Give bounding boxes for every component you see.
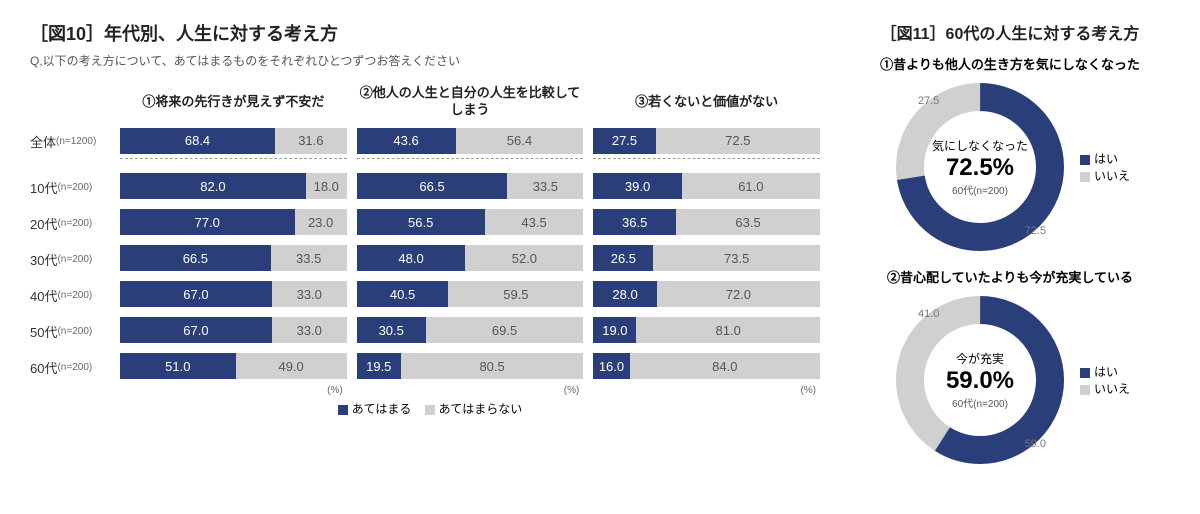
bar-segment-no: 43.5	[485, 209, 584, 235]
bar-row: 66.533.5	[357, 169, 584, 203]
bar-row: 56.543.5	[357, 205, 584, 239]
bar-segment-yes: 66.5	[120, 245, 271, 271]
column-header: ②他人の人生と自分の人生を比較してしまう	[357, 81, 584, 123]
bar-row: 67.033.0	[120, 313, 347, 347]
bar-segment-no: 49.0	[236, 353, 347, 379]
bar-row: 66.533.5	[120, 241, 347, 275]
bar-row: 68.431.6	[120, 123, 347, 159]
bar-segment-yes: 82.0	[120, 173, 306, 199]
bar-segment-no: 33.0	[272, 317, 347, 343]
bar-segment-yes: 48.0	[357, 245, 466, 271]
row-label: 30代(n=200)	[30, 241, 120, 277]
bar-row: 16.084.0	[593, 349, 820, 383]
bar-row: 40.559.5	[357, 277, 584, 311]
fig10-subtitle: Q,以下の考え方について、あてはまるものをそれぞれひとつずつお答えください	[30, 52, 820, 69]
fig10-title: ［図10］年代別、人生に対する考え方	[30, 20, 820, 46]
bar-segment-no: 80.5	[401, 353, 583, 379]
row-label: 20代(n=200)	[30, 205, 120, 241]
legend-swatch-yes	[338, 405, 348, 415]
bar-segment-no: 72.5	[656, 128, 820, 154]
bar-row: 48.052.0	[357, 241, 584, 275]
bar-row: 28.072.0	[593, 277, 820, 311]
bar-segment-no: 59.5	[448, 281, 583, 307]
chart-column: ③若くないと価値がない27.572.539.061.036.563.526.57…	[593, 81, 820, 396]
fig11-panel: ［図11］60代の人生に対する考え方 ①昔よりも他人の生き方を気にしなくなった …	[840, 20, 1180, 480]
legend-yes-label: あてはまる	[352, 402, 412, 416]
bar-segment-yes: 19.5	[357, 353, 401, 379]
bar-row: 19.081.0	[593, 313, 820, 347]
row-label: 10代(n=200)	[30, 169, 120, 205]
bar-segment-yes: 66.5	[357, 173, 508, 199]
donut-chart: 今が充実59.0%60代(n=200)41.059.0	[890, 290, 1070, 470]
donut-legend: はい いいえ	[1080, 150, 1130, 184]
bar-row: 43.656.4	[357, 123, 584, 159]
bar-segment-no: 61.0	[682, 173, 820, 199]
fig10-legend: あてはまる あてはまらない	[30, 400, 820, 417]
bar-row: 26.573.5	[593, 241, 820, 275]
bar-segment-yes: 36.5	[593, 209, 676, 235]
column-header: ①将来の先行きが見えず不安だ	[120, 81, 347, 123]
bar-segment-no: 84.0	[630, 353, 820, 379]
bar-segment-yes: 56.5	[357, 209, 485, 235]
bar-row: 82.018.0	[120, 169, 347, 203]
row-label: 全体(n=1200)	[30, 123, 120, 159]
legend-swatch-no	[425, 405, 435, 415]
bar-segment-no: 31.6	[275, 128, 347, 154]
bar-segment-no: 73.5	[653, 245, 820, 271]
row-label: 40代(n=200)	[30, 277, 120, 313]
bar-segment-yes: 67.0	[120, 317, 272, 343]
bar-segment-yes: 28.0	[593, 281, 656, 307]
pct-unit: (%)	[357, 385, 584, 396]
fig10-panel: ［図10］年代別、人生に対する考え方 Q,以下の考え方について、あてはまるものを…	[30, 20, 820, 480]
bar-segment-no: 72.0	[657, 281, 820, 307]
chart-columns: ①将来の先行きが見えず不安だ68.431.682.018.077.023.066…	[120, 81, 820, 396]
bar-segment-yes: 30.5	[357, 317, 426, 343]
bar-row: 27.572.5	[593, 123, 820, 159]
bar-segment-yes: 51.0	[120, 353, 236, 379]
column-header: ③若くないと価値がない	[593, 81, 820, 123]
pct-unit: (%)	[120, 385, 347, 396]
bar-segment-yes: 40.5	[357, 281, 449, 307]
bar-segment-no: 23.0	[295, 209, 347, 235]
bar-segment-no: 63.5	[676, 209, 820, 235]
bar-segment-yes: 67.0	[120, 281, 272, 307]
pct-unit: (%)	[593, 385, 820, 396]
bar-segment-no: 81.0	[636, 317, 820, 343]
bar-segment-yes: 19.0	[593, 317, 636, 343]
chart-column: ①将来の先行きが見えず不安だ68.431.682.018.077.023.066…	[120, 81, 347, 396]
bar-segment-yes: 39.0	[593, 173, 681, 199]
row-label: 50代(n=200)	[30, 313, 120, 349]
row-label: 60代(n=200)	[30, 349, 120, 385]
donut-title: ①昔よりも他人の生き方を気にしなくなった	[840, 54, 1180, 73]
donut-chart: 気にしなくなった72.5%60代(n=200)27.572.5	[890, 77, 1070, 257]
bar-row: 51.049.0	[120, 349, 347, 383]
bar-segment-yes: 16.0	[593, 353, 629, 379]
bar-segment-no: 69.5	[426, 317, 584, 343]
bar-row: 77.023.0	[120, 205, 347, 239]
bar-row: 36.563.5	[593, 205, 820, 239]
bar-segment-yes: 27.5	[593, 128, 655, 154]
bar-segment-no: 52.0	[465, 245, 583, 271]
bar-segment-yes: 77.0	[120, 209, 295, 235]
bar-segment-no: 33.0	[272, 281, 347, 307]
donut-title: ②昔心配していたよりも今が充実している	[840, 267, 1180, 286]
chart-column: ②他人の人生と自分の人生を比較してしまう43.656.466.533.556.5…	[357, 81, 584, 396]
bar-row: 39.061.0	[593, 169, 820, 203]
bar-segment-yes: 68.4	[120, 128, 275, 154]
bar-segment-yes: 26.5	[593, 245, 653, 271]
bar-row: 67.033.0	[120, 277, 347, 311]
bar-segment-no: 33.5	[271, 245, 347, 271]
donut-section: ①昔よりも他人の生き方を気にしなくなった 気にしなくなった72.5%60代(n=…	[840, 54, 1180, 257]
bar-row: 19.580.5	[357, 349, 584, 383]
bar-row: 30.569.5	[357, 313, 584, 347]
bar-segment-no: 33.5	[507, 173, 583, 199]
bar-segment-no: 18.0	[306, 173, 347, 199]
bar-segment-no: 56.4	[456, 128, 584, 154]
fig11-title: ［図11］60代の人生に対する考え方	[840, 20, 1180, 44]
bar-segment-yes: 43.6	[357, 128, 456, 154]
donut-section: ②昔心配していたよりも今が充実している 今が充実59.0%60代(n=200)4…	[840, 267, 1180, 470]
donut-legend: はい いいえ	[1080, 363, 1130, 397]
row-labels: 全体(n=1200) 10代(n=200)20代(n=200)30代(n=200)…	[30, 81, 120, 396]
legend-no-label: あてはまらない	[439, 402, 523, 416]
